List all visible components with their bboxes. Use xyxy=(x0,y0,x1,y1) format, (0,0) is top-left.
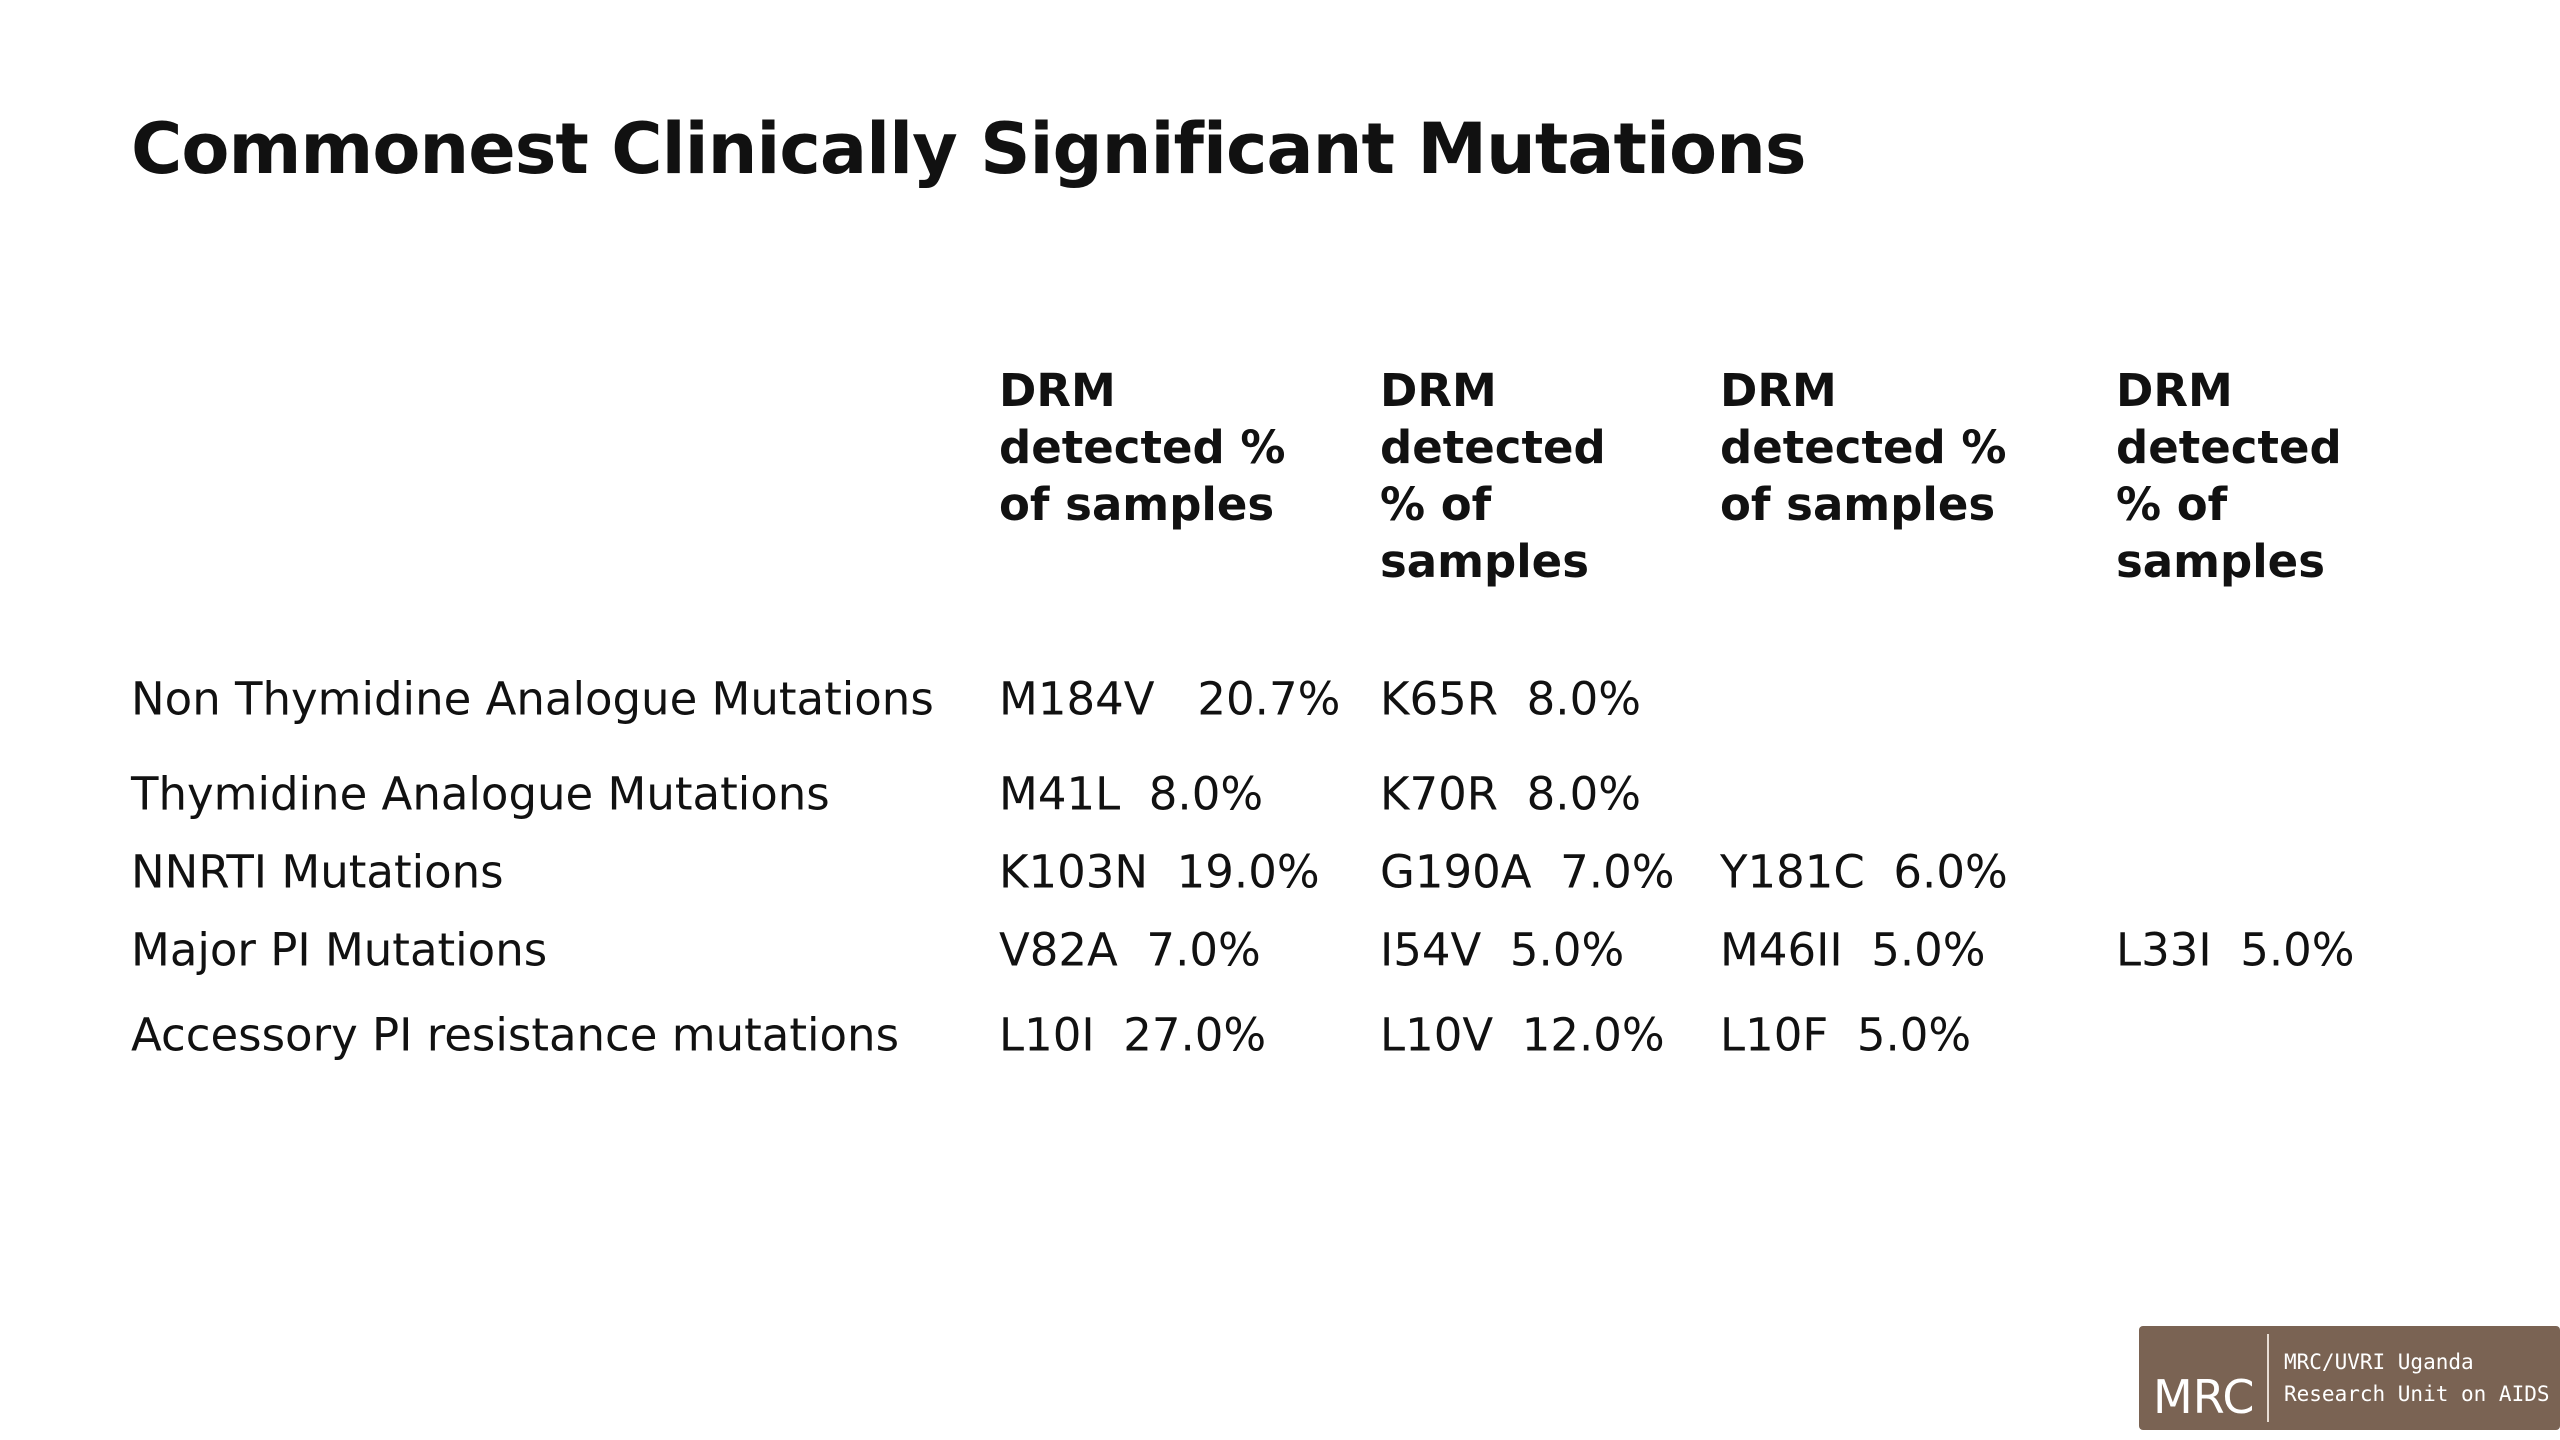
row-label: Non Thymidine Analogue Mutations xyxy=(131,672,934,726)
table-cell: M46II 5.0% xyxy=(1720,923,1986,977)
table-cell: M41L 8.0% xyxy=(999,767,1264,821)
table-cell: L10I 27.0% xyxy=(999,1008,1267,1062)
logo-separator xyxy=(2267,1334,2269,1422)
table-cell: L33I 5.0% xyxy=(2116,923,2355,977)
row-label: Thymidine Analogue Mutations xyxy=(131,767,830,821)
table-cell: Y181C 6.0% xyxy=(1720,845,2008,899)
table-cell: L10F 5.0% xyxy=(1720,1008,1972,1062)
table-cell: K70R 8.0% xyxy=(1380,767,1641,821)
table-cell: V82A 7.0% xyxy=(999,923,1261,977)
column-header: DRM detected % of samples xyxy=(1380,364,1606,588)
row-label: NNRTI Mutations xyxy=(131,845,504,899)
logo-line: Research Unit on AIDS xyxy=(2284,1382,2550,1406)
table-cell: I54V 5.0% xyxy=(1380,923,1625,977)
logo-line: MRC/UVRI Uganda xyxy=(2284,1350,2474,1374)
table-cell: K103N 19.0% xyxy=(999,845,1320,899)
row-label: Major PI Mutations xyxy=(131,923,548,977)
table-cell: L10V 12.0% xyxy=(1380,1008,1665,1062)
table-cell: G190A 7.0% xyxy=(1380,845,1675,899)
table-cell: K65R 8.0% xyxy=(1380,672,1641,726)
logo: MRC MRC/UVRI Uganda Research Unit on AID… xyxy=(2139,1326,2560,1430)
logo-mark: MRC xyxy=(2153,1370,2255,1424)
row-label: Accessory PI resistance mutations xyxy=(131,1008,900,1062)
slide-title: Commonest Clinically Significant Mutatio… xyxy=(131,108,1807,190)
column-header: DRM detected % of samples xyxy=(2116,364,2342,588)
table-cell: M184V 20.7% xyxy=(999,672,1341,726)
column-header: DRM detected % of samples xyxy=(999,364,1286,531)
column-header: DRM detected % of samples xyxy=(1720,364,2007,531)
